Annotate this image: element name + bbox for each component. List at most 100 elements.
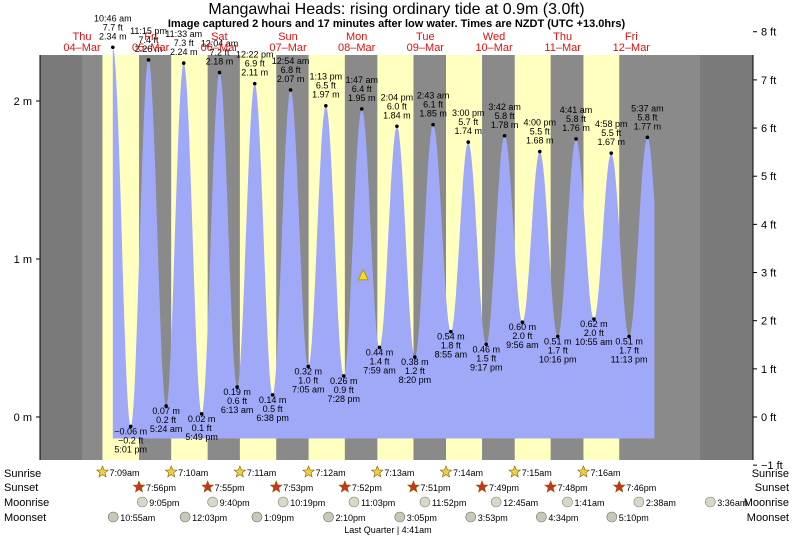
moonset-time: 4:34pm	[548, 513, 578, 523]
y-tick-label-ft: 8 ft	[761, 27, 776, 39]
tide-high-label: 12:54 am	[272, 56, 310, 66]
tide-low-label: 5:49 pm	[185, 432, 218, 442]
tide-high-label: 1.84 m	[383, 110, 411, 120]
sunset-time: 7:55pm	[215, 483, 245, 493]
tide-low-label: 2.0 ft	[512, 331, 533, 341]
moonrise-icon	[704, 496, 716, 508]
tide-low-label: 0.9 ft	[334, 385, 355, 395]
day-header-dow: Thu	[73, 31, 92, 43]
moonset-icon	[179, 511, 191, 523]
tide-low-label: 0.38 m	[401, 357, 429, 367]
tide-high-point	[252, 81, 257, 86]
day-header-date: 10–Mar	[475, 42, 513, 54]
tide-high-label: 1.76 m	[562, 123, 590, 133]
sunset-icon	[612, 480, 626, 493]
moonset-icon	[536, 511, 547, 523]
moonrise-time: 11:52pm	[432, 498, 466, 508]
tide-low-label: 7:05 am	[292, 384, 325, 394]
tide-high-label: 1:47 am	[345, 75, 378, 85]
tide-high-label: 5.5 ft	[601, 128, 622, 138]
moonset-icon	[465, 511, 477, 523]
tide-high-label: 6.5 ft	[316, 81, 337, 91]
tide-low-point	[235, 385, 239, 389]
row-label-moonset-right: Moonset	[747, 512, 789, 524]
tide-low-point	[449, 329, 453, 334]
moonrise-icon	[348, 496, 360, 508]
y-tick-label-ft: 3 ft	[761, 268, 776, 280]
tide-high-point	[645, 135, 650, 140]
tide-high-label: 1:13 pm	[310, 72, 343, 82]
moonset-time: 3:05pm	[407, 513, 437, 523]
moonrise-time: 9:40pm	[220, 498, 250, 508]
tide-high-label: 6.8 ft	[281, 65, 302, 75]
tide-low-label: 0.51 m	[544, 336, 572, 346]
tide-high-label: 1.67 m	[597, 137, 625, 147]
tide-high-label: 6.1 ft	[423, 100, 444, 110]
sunset-icon	[201, 480, 215, 493]
tide-low-label: 0.26 m	[330, 376, 358, 386]
tide-low-label: −0.06 m	[114, 426, 147, 436]
day-header-date: 08–Mar	[338, 42, 376, 54]
y-tick-label-m: 2 m	[14, 96, 32, 108]
tide-high-label: 4:41 am	[560, 105, 593, 115]
tide-high-label: 7.3 ft	[174, 38, 195, 48]
tide-low-point	[484, 342, 489, 347]
moonrise-time: 11:03pm	[361, 498, 395, 508]
sunset-time: 7:46pm	[626, 483, 656, 493]
tide-low-point	[413, 355, 417, 359]
sunset-icon	[407, 480, 420, 493]
tide-low-point	[592, 317, 596, 321]
tide-high-label: 7.2 ft	[210, 48, 231, 58]
tide-high-label: 2.11 m	[241, 68, 268, 78]
row-label-moonrise-left: Moonrise	[4, 497, 49, 509]
moonrise-time: 1:41am	[574, 498, 604, 508]
day-header-dow: Sat	[211, 31, 228, 43]
sunset-time: 7:51pm	[420, 483, 450, 493]
row-label-moonset-left: Moonset	[4, 512, 46, 524]
sunrise-icon	[96, 465, 109, 478]
tide-high-label: 11:15 pm	[130, 26, 167, 36]
tide-low-label: 1.7 ft	[548, 345, 569, 355]
sunset-icon	[269, 480, 283, 493]
tide-low-label: 0.51 m	[615, 336, 643, 346]
day-header-date: 05–Mar	[132, 42, 170, 54]
day-header-date: 12–Mar	[613, 42, 651, 54]
sunset-time: 7:48pm	[558, 483, 588, 493]
tide-high-label: 2:04 pm	[381, 92, 414, 102]
tide-low-label: 11:13 pm	[611, 354, 648, 364]
tide-low-point	[520, 320, 525, 325]
day-header-date: 11–Mar	[544, 42, 581, 54]
moonrise-time: 3:36am	[717, 498, 747, 508]
tide-low-label: 0.2 ft	[156, 415, 177, 425]
moonset-time: 12:03pm	[192, 513, 227, 523]
tide-high-label: 2.24 m	[170, 47, 198, 57]
tide-low-label: 1.8 ft	[441, 341, 462, 351]
sunrise-icon	[233, 465, 247, 478]
tide-high-point	[181, 61, 186, 65]
tide-low-label: 1.7 ft	[619, 345, 640, 355]
tide-high-point	[574, 137, 578, 141]
tide-low-label: 0.19 m	[223, 387, 251, 397]
sunset-time: 7:56pm	[146, 483, 176, 493]
tide-high-label: 12:22 pm	[236, 50, 274, 60]
tide-high-label: 12:04 am	[201, 39, 239, 49]
y-tick-label-ft: −1 ft	[761, 460, 783, 472]
tide-low-point	[164, 404, 168, 408]
tide-high-label: 1.97 m	[312, 90, 340, 100]
sunrise-icon	[370, 465, 384, 478]
tide-low-label: 9:56 am	[506, 340, 539, 350]
tide-low-point	[306, 364, 311, 369]
tide-low-label: 8:20 pm	[399, 375, 432, 385]
tide-water-area	[112, 47, 655, 439]
y-tick-label-ft: 0 ft	[761, 412, 776, 424]
y-tick-label-ft: 2 ft	[761, 316, 776, 328]
sunset-time: 7:52pm	[352, 483, 382, 493]
sunrise-icon	[164, 465, 178, 478]
tide-high-label: 1.68 m	[526, 136, 554, 146]
tide-low-label: 7:59 am	[363, 365, 396, 375]
tide-high-label: 1.78 m	[491, 120, 519, 130]
tide-low-label: 0.62 m	[580, 319, 608, 329]
tide-high-point	[537, 149, 542, 154]
tide-low-label: 6:13 am	[221, 405, 254, 415]
